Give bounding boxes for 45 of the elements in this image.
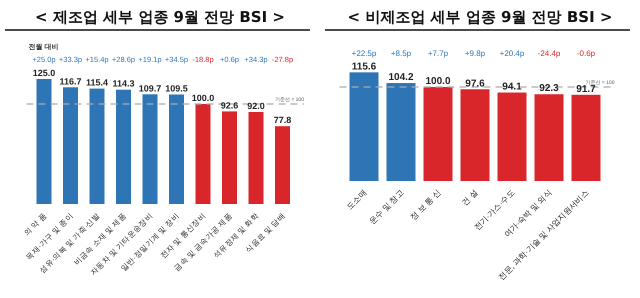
- data-label: 109.7: [138, 83, 162, 94]
- bar: [572, 94, 600, 181]
- text: +20.4p: [500, 49, 525, 58]
- bar: [63, 87, 78, 204]
- bar: [142, 94, 158, 204]
- data-label: 91.7: [576, 84, 596, 95]
- bar: [196, 104, 210, 204]
- data-label: 125.0: [32, 68, 56, 78]
- x-tick-label: 운수 및 창고: [368, 188, 406, 226]
- text: +9.8p: [464, 49, 486, 58]
- bar: [498, 92, 526, 181]
- bar: [169, 94, 184, 204]
- data-label: 92.0: [247, 101, 265, 111]
- data-label: 116.7: [59, 76, 82, 86]
- data-label: 109.5: [165, 84, 188, 94]
- data-label: 92.3: [539, 83, 560, 94]
- data-label: 100.0: [425, 76, 451, 87]
- text: -24.4p: [538, 49, 561, 58]
- data-label: 104.2: [388, 72, 414, 84]
- text: -0.6p: [576, 49, 596, 58]
- data-label: 114.3: [112, 78, 135, 89]
- bar: [36, 79, 52, 204]
- bar: [386, 83, 416, 181]
- bar: [90, 88, 104, 204]
- x-tick-label: 정 보 통 신: [408, 188, 442, 222]
- chart-title: < 제조업 세부 업종 9월 전망 BSI >: [35, 8, 285, 26]
- data-label: 97.6: [465, 78, 486, 90]
- text: +8.5p: [390, 49, 412, 58]
- bar: [222, 111, 237, 204]
- data-label: 100.0: [192, 93, 214, 103]
- text: +7.7p: [428, 49, 449, 58]
- bar: [275, 126, 290, 204]
- text: +22.5p: [352, 49, 377, 58]
- chart-title: < 비제조업 세부 업종 9월 전망 BSI >: [348, 8, 612, 26]
- data-label: 115.4: [86, 78, 108, 88]
- bar: [424, 87, 452, 181]
- bar: [116, 90, 131, 204]
- bar: [460, 89, 490, 181]
- data-label: 77.8: [274, 115, 292, 126]
- data-label: 92.6: [220, 100, 238, 110]
- data-label: 94.1: [502, 82, 522, 93]
- data-label: 115.6: [352, 61, 377, 72]
- bar: [534, 94, 564, 181]
- bar: [350, 72, 378, 181]
- bar: [248, 112, 264, 204]
